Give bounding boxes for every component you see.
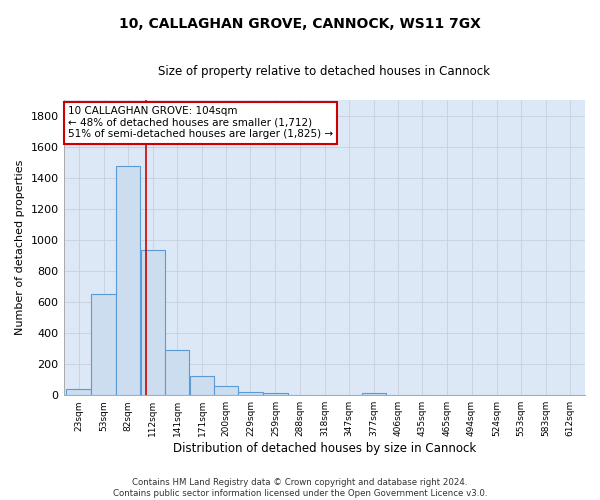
X-axis label: Distribution of detached houses by size in Cannock: Distribution of detached houses by size …: [173, 442, 476, 455]
Text: Contains HM Land Registry data © Crown copyright and database right 2024.
Contai: Contains HM Land Registry data © Crown c…: [113, 478, 487, 498]
Text: 10, CALLAGHAN GROVE, CANNOCK, WS11 7GX: 10, CALLAGHAN GROVE, CANNOCK, WS11 7GX: [119, 18, 481, 32]
Bar: [116, 166, 140, 395]
Title: Size of property relative to detached houses in Cannock: Size of property relative to detached ho…: [158, 65, 490, 78]
Bar: [190, 376, 214, 395]
Bar: [263, 394, 287, 395]
Bar: [238, 392, 263, 395]
Y-axis label: Number of detached properties: Number of detached properties: [15, 160, 25, 336]
Bar: [141, 250, 165, 395]
Bar: [214, 386, 238, 395]
Text: 10 CALLAGHAN GROVE: 104sqm
← 48% of detached houses are smaller (1,712)
51% of s: 10 CALLAGHAN GROVE: 104sqm ← 48% of deta…: [68, 106, 333, 140]
Bar: [362, 394, 386, 395]
Bar: [67, 390, 91, 395]
Bar: [91, 294, 116, 395]
Bar: [165, 350, 189, 395]
